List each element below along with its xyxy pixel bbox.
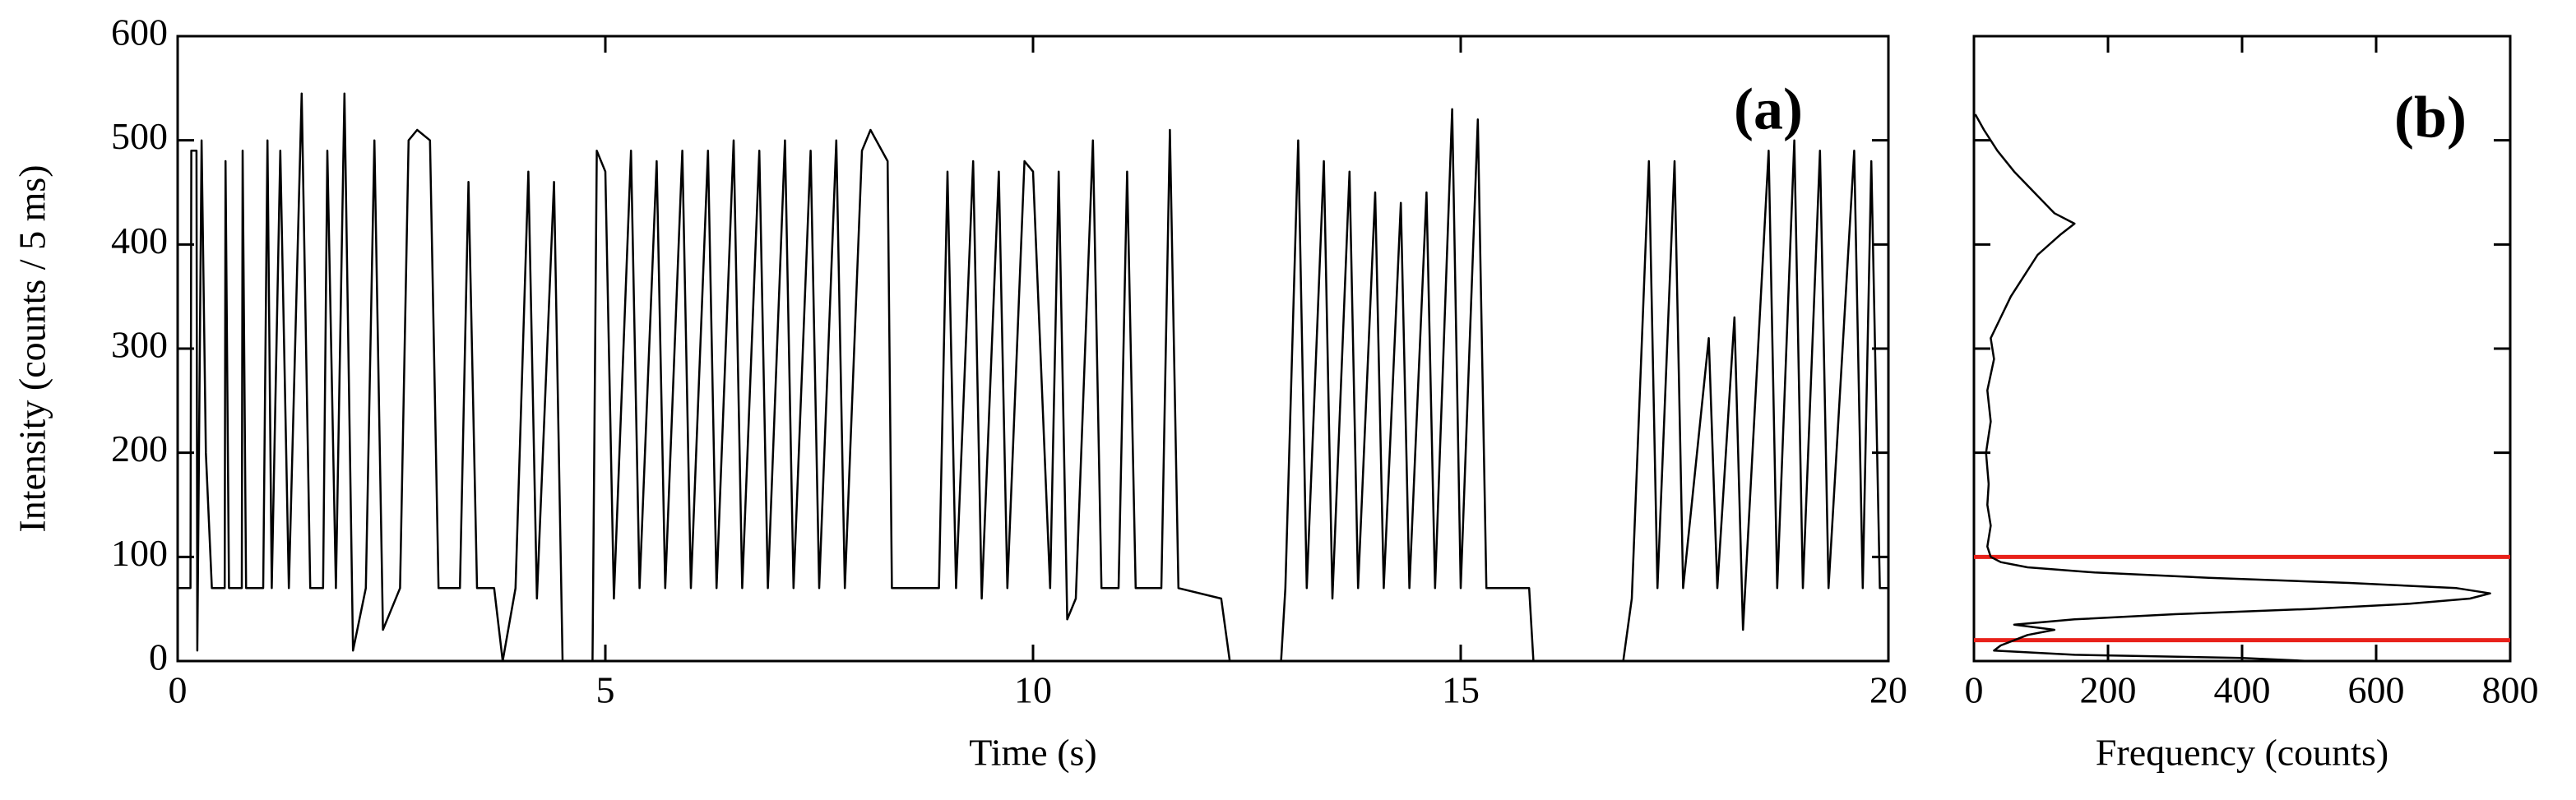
- y-tick-label: 600: [111, 12, 168, 53]
- y-tick-label: 300: [111, 324, 168, 366]
- x-tick-label: 800: [2482, 669, 2539, 711]
- x-tick-label: 0: [1965, 669, 1984, 711]
- x-tick-label: 20: [1869, 669, 1907, 711]
- panel-label: (a): [1734, 76, 1803, 142]
- x-axis-label: Frequency (counts): [2096, 732, 2388, 774]
- x-tick-label: 0: [169, 669, 188, 711]
- y-tick-label: 400: [111, 220, 168, 261]
- x-tick-label: 200: [2080, 669, 2137, 711]
- x-tick-label: 400: [2214, 669, 2271, 711]
- y-tick-label: 100: [111, 532, 168, 574]
- x-tick-label: 10: [1014, 669, 1052, 711]
- x-axis-label: Time (s): [969, 732, 1097, 774]
- panel-label: (b): [2394, 85, 2467, 150]
- data-line: [1974, 113, 2491, 663]
- y-tick-label: 0: [149, 636, 168, 678]
- data-line: [178, 92, 1888, 663]
- x-tick-label: 5: [596, 669, 615, 711]
- y-axis-label: Intensity (counts / 5 ms): [12, 164, 53, 532]
- y-tick-label: 500: [111, 115, 168, 157]
- x-tick-label: 15: [1442, 669, 1480, 711]
- y-tick-label: 200: [111, 428, 168, 469]
- x-tick-label: 600: [2348, 669, 2405, 711]
